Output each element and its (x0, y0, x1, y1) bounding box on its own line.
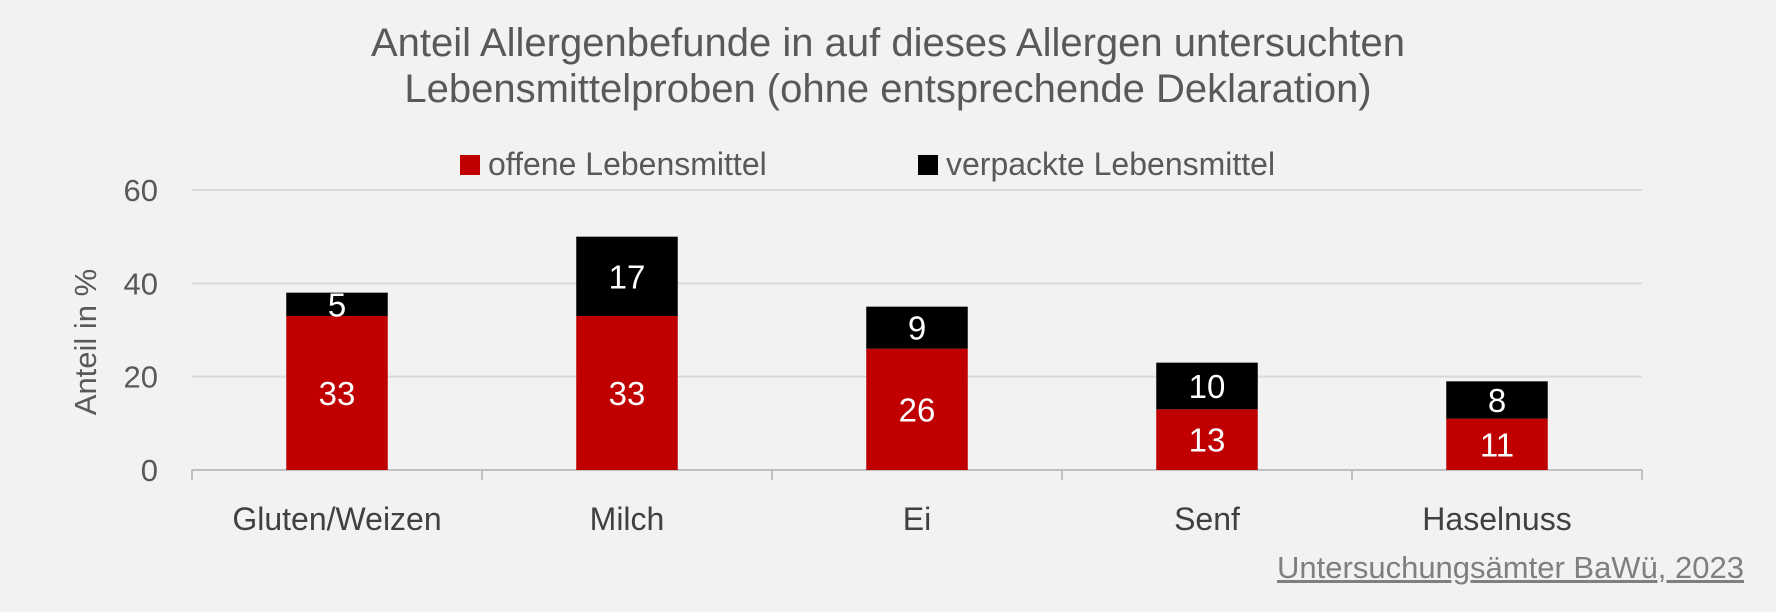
legend-swatch-offene (460, 154, 480, 175)
y-tick-label: 0 (141, 453, 158, 488)
data-label: 10 (1189, 368, 1226, 405)
bar-segment (576, 236, 678, 316)
source-link[interactable]: Untersuchungsämter BaWü, 2023 (1277, 550, 1744, 585)
y-tick-label: 20 (124, 360, 158, 395)
bar-segment (1156, 362, 1258, 410)
x-tick-label: Gluten/Weizen (232, 501, 441, 537)
legend-label-verpackte: verpackte Lebensmittel (946, 146, 1276, 182)
bar-segment (1446, 418, 1548, 470)
legend-swatch-verpackte (918, 154, 938, 175)
data-label: 11 (1480, 426, 1514, 463)
bar-segment (1446, 381, 1548, 419)
data-label: 26 (899, 391, 936, 428)
data-label: 33 (319, 375, 356, 412)
bar-segment (1156, 409, 1258, 470)
data-label: 8 (1488, 382, 1506, 419)
chart-title-line-1: Anteil Allergenbefunde in auf dieses All… (370, 21, 1406, 65)
x-tick-label: Milch (590, 501, 665, 537)
data-label: 17 (609, 258, 646, 295)
bar-segment (286, 316, 388, 470)
data-label: 33 (609, 375, 646, 412)
y-tick-label: 40 (124, 266, 158, 301)
bar-segment (866, 348, 968, 470)
legend-item-verpackte: verpackte Lebensmittel (918, 146, 1275, 183)
data-label: 9 (908, 310, 926, 347)
x-tick-label: Haselnuss (1422, 501, 1571, 537)
bar-segment (576, 316, 678, 470)
chart-title-line-2: Lebensmittelproben (ohne entsprechende D… (404, 67, 1372, 111)
legend-label-offene: offene Lebensmittel (488, 146, 767, 182)
x-tick-label: Senf (1174, 501, 1240, 537)
data-label: 5 (328, 286, 346, 323)
x-tick-label: Ei (903, 501, 931, 537)
y-tick-label: 60 (124, 173, 158, 208)
bar-segment (866, 306, 968, 349)
bar-segment (286, 292, 388, 316)
data-label: 13 (1189, 422, 1226, 459)
legend-item-offene: offene Lebensmittel (460, 146, 767, 183)
